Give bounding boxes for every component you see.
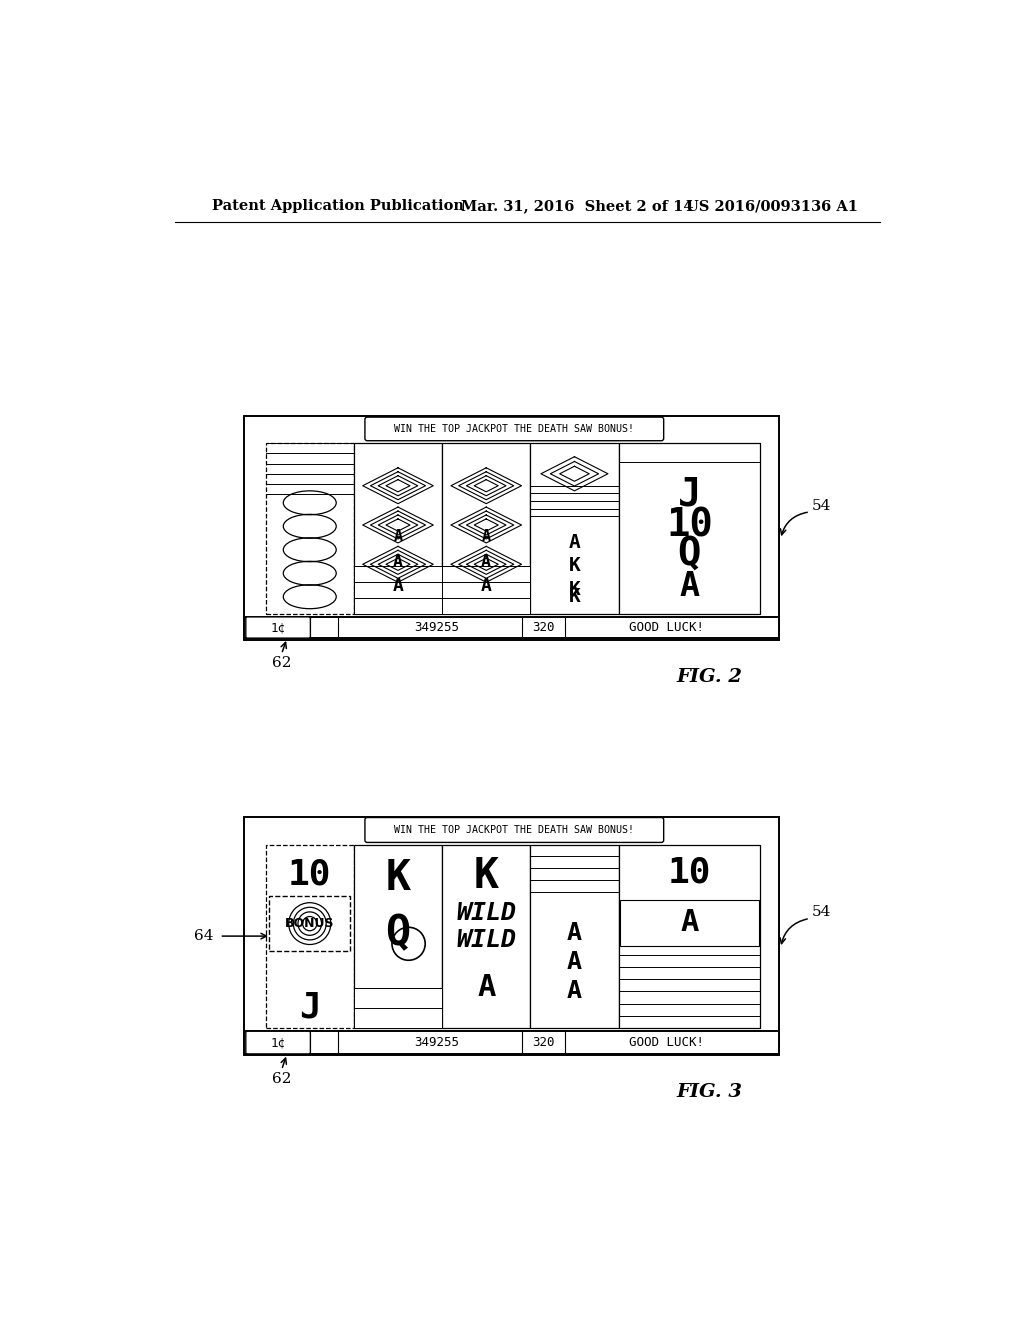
- Text: K: K: [568, 557, 581, 576]
- Bar: [530, 845, 618, 1028]
- Text: A: A: [679, 570, 699, 603]
- Bar: [618, 845, 760, 1028]
- Text: US 2016/0093136 A1: US 2016/0093136 A1: [686, 199, 858, 213]
- Text: 62: 62: [271, 1072, 291, 1085]
- Text: 10: 10: [666, 506, 713, 544]
- FancyBboxPatch shape: [246, 616, 310, 638]
- Text: 349255: 349255: [415, 620, 459, 634]
- Bar: [354, 845, 442, 1028]
- Text: Q: Q: [385, 912, 411, 954]
- Bar: [442, 566, 530, 614]
- Text: A: A: [567, 921, 582, 945]
- Bar: [354, 566, 442, 614]
- Bar: [442, 845, 530, 1028]
- Bar: [245, 416, 779, 640]
- Text: WILD: WILD: [457, 900, 516, 924]
- Bar: [621, 900, 759, 945]
- Bar: [442, 444, 530, 614]
- Bar: [354, 444, 442, 614]
- Text: BONUS: BONUS: [285, 917, 335, 931]
- Text: WIN THE TOP JACKPOT THE DEATH SAW BONUS!: WIN THE TOP JACKPOT THE DEATH SAW BONUS!: [394, 424, 634, 434]
- Text: A: A: [392, 577, 403, 595]
- Text: A: A: [680, 908, 698, 937]
- Bar: [618, 444, 760, 614]
- Text: 10: 10: [288, 857, 332, 891]
- Text: A: A: [393, 553, 403, 570]
- Text: Patent Application Publication: Patent Application Publication: [212, 199, 464, 213]
- Text: 1¢: 1¢: [270, 620, 286, 634]
- Text: A: A: [568, 532, 581, 552]
- Text: J: J: [299, 991, 321, 1024]
- Text: K: K: [474, 855, 499, 896]
- Text: 349255: 349255: [415, 1036, 459, 1049]
- Bar: [245, 616, 779, 638]
- Bar: [354, 987, 442, 1028]
- Text: 1¢: 1¢: [270, 1036, 286, 1049]
- Bar: [530, 444, 618, 614]
- FancyBboxPatch shape: [246, 1031, 310, 1053]
- Text: 62: 62: [271, 656, 291, 669]
- Text: FIG. 2: FIG. 2: [677, 668, 742, 685]
- Text: 54: 54: [812, 499, 830, 512]
- Text: Q: Q: [678, 535, 701, 573]
- Text: 10: 10: [668, 855, 712, 890]
- Text: A: A: [481, 529, 490, 544]
- FancyBboxPatch shape: [365, 417, 664, 441]
- Text: A: A: [481, 577, 492, 595]
- Text: GOOD LUCK!: GOOD LUCK!: [629, 620, 705, 634]
- Bar: [269, 896, 350, 952]
- Text: 54: 54: [812, 906, 830, 919]
- FancyBboxPatch shape: [365, 817, 664, 842]
- Text: A: A: [477, 973, 496, 1002]
- Text: K: K: [568, 587, 581, 606]
- Text: 320: 320: [532, 1036, 555, 1049]
- Text: A: A: [567, 950, 582, 974]
- Text: FIG. 3: FIG. 3: [677, 1084, 742, 1101]
- Bar: [265, 444, 354, 614]
- Text: 64: 64: [194, 929, 213, 942]
- Text: K: K: [568, 581, 581, 599]
- Bar: [245, 817, 779, 1056]
- Text: K: K: [385, 857, 411, 899]
- Circle shape: [392, 927, 425, 960]
- Text: Mar. 31, 2016  Sheet 2 of 14: Mar. 31, 2016 Sheet 2 of 14: [461, 199, 693, 213]
- Bar: [265, 845, 354, 1028]
- Text: WILD: WILD: [457, 928, 516, 952]
- Text: J: J: [678, 475, 701, 513]
- Text: A: A: [393, 529, 402, 544]
- Text: A: A: [567, 979, 582, 1003]
- Text: A: A: [481, 553, 492, 570]
- Text: WIN THE TOP JACKPOT THE DEATH SAW BONUS!: WIN THE TOP JACKPOT THE DEATH SAW BONUS!: [394, 825, 634, 836]
- Text: GOOD LUCK!: GOOD LUCK!: [629, 1036, 705, 1049]
- Bar: [245, 1031, 779, 1053]
- Text: 320: 320: [532, 620, 555, 634]
